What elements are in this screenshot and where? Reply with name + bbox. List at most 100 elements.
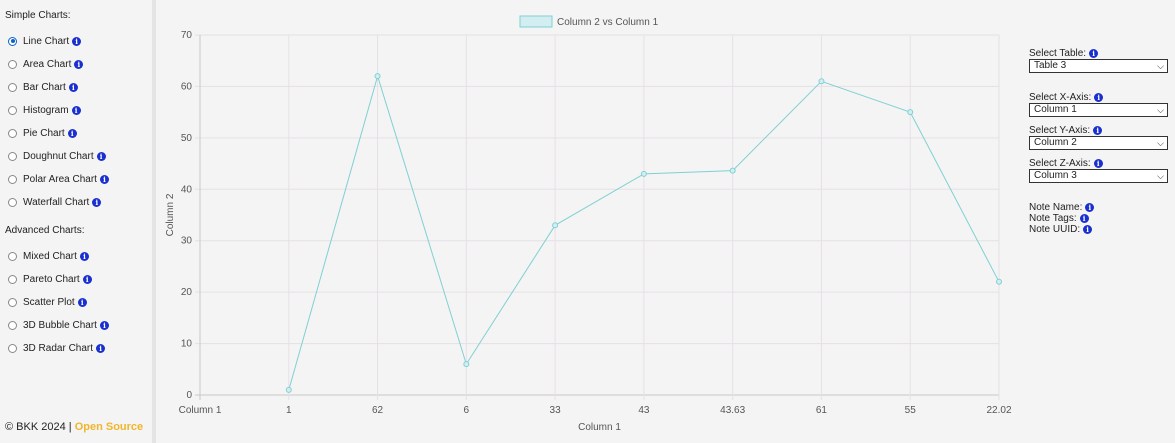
chart-type-sidebar: Simple Charts: Line Chart i Area Chart i Bar… [0,0,152,443]
chart-option[interactable]: Pie Chart i [8,126,77,140]
data-point [996,278,1002,285]
chart-option[interactable]: Waterfall Chart i [8,195,102,209]
x-tick-label: 43.63 [720,405,745,416]
info-icon[interactable]: i [82,274,92,284]
y-tick-label: 20 [181,287,193,298]
x-tick-label: 1 [286,405,292,416]
info-icon[interactable]: i [79,251,89,261]
note-name-label: Note Name: i [1029,202,1095,213]
z-axis-dropdown[interactable]: Column 3 ⌵ [1029,169,1168,183]
chart-option-label: 3D Bubble Chart [23,319,97,331]
y-tick-label: 40 [181,184,193,195]
info-icon[interactable]: i [67,128,77,138]
legend-swatch [519,15,553,28]
note-uuid-label: Note UUID: i [1029,224,1093,235]
x-tick-label: Column 1 [179,405,222,416]
chevron-down-icon: ⌵ [1157,61,1164,71]
select-table-value: Table 3 [1034,60,1067,71]
info-icon[interactable]: i [1093,158,1103,168]
info-icon[interactable]: i [1083,224,1093,234]
chart-option-label: Bar Chart [23,81,66,93]
radio-button[interactable] [8,174,17,184]
x-tick-label: 22.02 [986,405,1011,416]
chart-option[interactable]: Bar Chart i [8,80,78,94]
z-axis-value: Column 3 [1034,170,1077,181]
radio-button[interactable] [8,105,17,115]
z-axis-label: Select Z-Axis: i [1029,158,1103,169]
x-axis-label: Select X-Axis: i [1029,92,1104,103]
info-icon[interactable]: i [99,320,109,330]
x-axis-dropdown[interactable]: Column 1 ⌵ [1029,103,1168,117]
y-axis-value: Column 2 [1034,137,1077,148]
radio-button[interactable] [8,251,17,261]
radio-button[interactable] [8,128,17,138]
radio-button[interactable] [8,151,17,161]
radio-button[interactable] [8,59,17,69]
info-icon[interactable]: i [1093,125,1103,135]
chart-option-label: Pie Chart [23,127,65,139]
chart-option[interactable]: Histogram i [8,103,81,117]
data-point [463,361,470,368]
radio-button[interactable] [8,343,17,353]
info-icon[interactable]: i [96,151,106,161]
chart-option[interactable]: 3D Radar Chart i [8,341,106,355]
chart-option[interactable]: Line Chart i [8,34,82,48]
chart-option[interactable]: Mixed Chart i [8,249,89,263]
data-point [374,73,381,80]
radio-button[interactable] [8,297,17,307]
data-point [552,222,559,229]
info-icon[interactable]: i [99,174,109,184]
open-source-link[interactable]: Open Source [74,421,144,433]
y-axis-title: Column 2 [165,193,176,236]
chart-option-label: Line Chart [23,35,70,47]
chart-option[interactable]: Polar Area Chart i [8,172,109,186]
data-point [285,386,292,393]
info-icon[interactable]: i [72,36,82,46]
y-tick-label: 30 [181,236,193,247]
copyright-text: © BKK 2024 | [5,421,72,433]
x-tick-label: 43 [638,405,650,416]
data-point [729,167,736,174]
chevron-down-icon: ⌵ [1157,138,1164,148]
info-icon[interactable]: i [1079,213,1089,223]
chevron-down-icon: ⌵ [1157,105,1164,115]
info-icon[interactable]: i [96,343,106,353]
chart-option[interactable]: 3D Bubble Chart i [8,318,109,332]
radio-button[interactable] [8,36,17,46]
y-tick-label: 70 [181,30,193,41]
info-icon[interactable]: i [1085,202,1095,212]
legend-label: Column 2 vs Column 1 [557,17,659,28]
y-axis-dropdown[interactable]: Column 2 ⌵ [1029,136,1168,150]
info-icon[interactable]: i [74,59,84,69]
chart-option-label: Scatter Plot [23,296,75,308]
radio-button[interactable] [8,274,17,284]
info-icon[interactable]: i [92,197,102,207]
advanced-charts-title: Advanced Charts: [5,225,85,236]
info-icon[interactable]: i [71,105,81,115]
radio-button[interactable] [8,197,17,207]
info-icon[interactable]: i [77,297,87,307]
y-tick-label: 0 [186,390,192,401]
select-table-dropdown[interactable]: Table 3 ⌵ [1029,59,1168,73]
chart-option-label: Mixed Chart [23,250,77,262]
chart-option[interactable]: Pareto Chart i [8,272,92,286]
chart-option[interactable]: Area Chart i [8,57,84,71]
chart-option[interactable]: Scatter Plot i [8,295,87,309]
radio-button[interactable] [8,320,17,330]
info-icon[interactable]: i [1094,92,1104,102]
info-icon[interactable]: i [1089,48,1099,58]
x-tick-label: 62 [372,405,384,416]
x-tick-label: 61 [816,405,828,416]
x-axis-title: Column 1 [578,422,621,433]
chart-option-label: Polar Area Chart [23,173,97,185]
data-point [640,170,647,177]
y-tick-label: 10 [181,339,193,350]
radio-button[interactable] [8,82,17,92]
chart-area: 0 10 20 30 40 50 60 70 Column 1 1 62 6 33 43 43.63 61 55… [157,0,1017,443]
chart-option[interactable]: Doughnut Chart i [8,149,106,163]
chart-option-label: 3D Radar Chart [23,342,94,354]
y-tick-label: 50 [181,133,193,144]
info-icon[interactable]: i [68,82,78,92]
line-chart: 0 10 20 30 40 50 60 70 Column 1 1 62 6 33 43 43.63 61 55… [165,15,1012,433]
x-tick-label: 6 [464,405,470,416]
